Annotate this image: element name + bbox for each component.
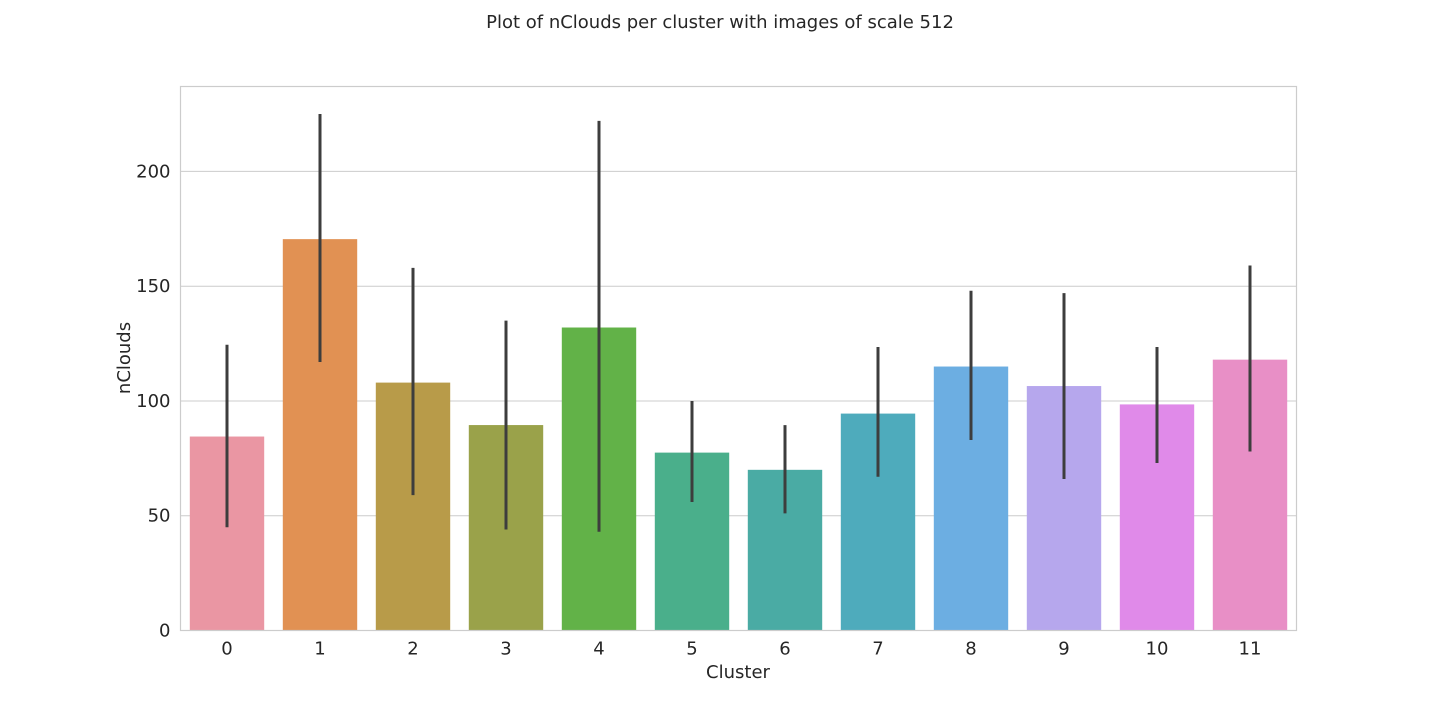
x-tick-label: 4 xyxy=(593,639,604,660)
y-tick-labels: 0 50 100 150 200 xyxy=(136,161,170,641)
y-tick-label: 150 xyxy=(136,276,170,297)
y-tick-label: 0 xyxy=(159,621,170,642)
x-tick-label: 0 xyxy=(221,639,232,660)
x-tick-labels: 0 1 2 3 4 5 6 7 8 9 10 11 xyxy=(221,639,1261,660)
plot-frame xyxy=(179,85,1298,632)
x-tick-label: 3 xyxy=(500,639,511,660)
bars xyxy=(189,239,1288,631)
x-tick-label: 10 xyxy=(1146,639,1169,660)
y-tick-label: 100 xyxy=(136,391,170,412)
x-axis-label: Cluster xyxy=(706,662,770,683)
x-tick-label: 5 xyxy=(686,639,697,660)
x-tick-label: 9 xyxy=(1058,639,1069,660)
x-tick-label: 2 xyxy=(407,639,418,660)
y-tick-label: 200 xyxy=(136,161,170,182)
error-bars xyxy=(225,114,1252,532)
x-tick-label: 7 xyxy=(872,639,883,660)
x-tick-label: 1 xyxy=(314,639,325,660)
plot-area xyxy=(180,86,1297,631)
y-axis-label: nClouds xyxy=(114,322,135,394)
x-tick-label: 11 xyxy=(1239,639,1262,660)
chart-title: Plot of nClouds per cluster with images … xyxy=(486,12,954,33)
y-tick-label: 50 xyxy=(148,506,171,527)
x-tick-label: 8 xyxy=(965,639,976,660)
x-tick-label: 6 xyxy=(779,639,790,660)
